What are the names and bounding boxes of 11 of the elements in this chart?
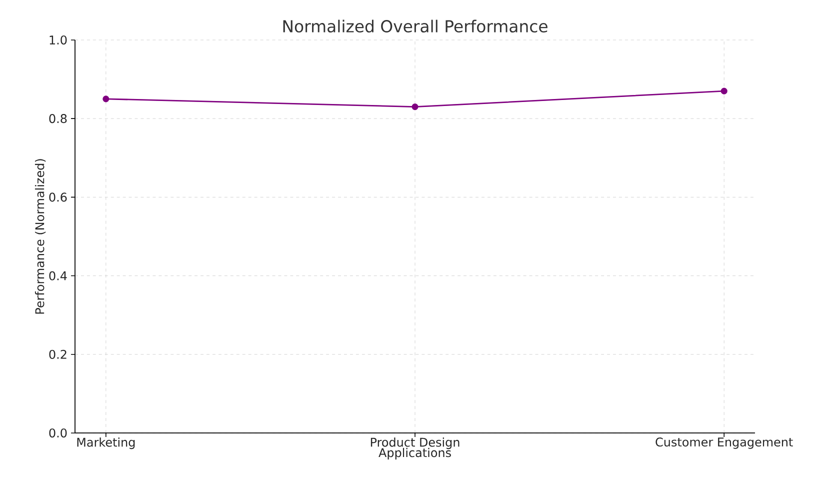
y-tick-label: 0.2 [49, 350, 66, 359]
y-tick-label: 0.8 [49, 114, 67, 124]
x-axis-title: Applications [378, 448, 451, 460]
y-tick-label: 0.6 [49, 192, 67, 202]
y-tick-label: 1.0 [50, 35, 67, 45]
x-tick-label: Marketing [77, 438, 135, 450]
x-tick-label: Customer Engagement [656, 438, 793, 449]
y-axis-title: Performance (Normalized) [34, 159, 46, 314]
chart-title: Normalized Overall Performance [283, 20, 548, 32]
y-tick-label: 0.4 [49, 271, 67, 280]
y-tick-label: 0.0 [49, 428, 67, 438]
